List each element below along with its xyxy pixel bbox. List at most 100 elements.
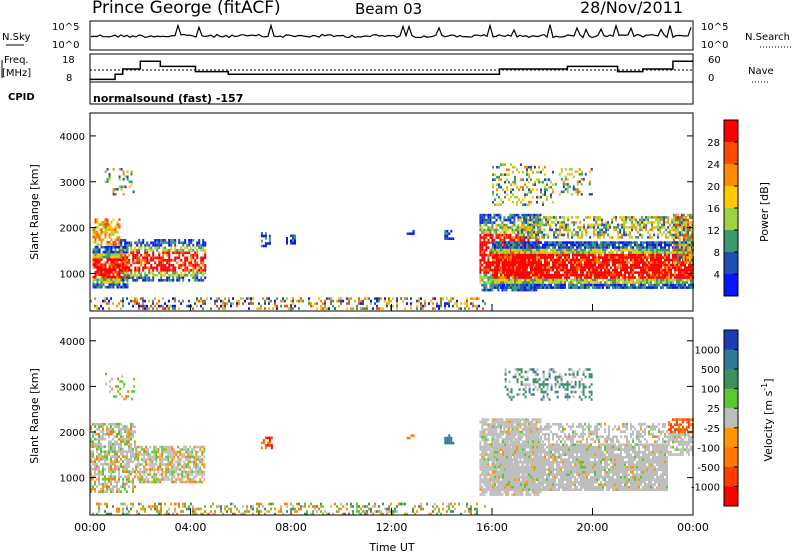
power-cell-1422 <box>489 233 492 237</box>
power-cell-3139 <box>624 278 626 282</box>
power-cell-2439 <box>542 283 544 287</box>
velocity-cell-10 <box>90 460 92 463</box>
power-cell-2715 <box>576 243 578 247</box>
power-cell-1229 <box>420 304 422 308</box>
power-cell-783 <box>196 256 199 260</box>
power-cell-2809 <box>586 261 588 264</box>
power-cell-4264 <box>522 178 524 181</box>
velocity-cell-5 <box>90 445 92 448</box>
power-cell-3909 <box>585 216 588 219</box>
velocity-cell-134 <box>102 490 104 493</box>
power-cell-781 <box>196 251 199 255</box>
power-cell-4281 <box>526 203 528 206</box>
power-cell-147 <box>112 250 115 254</box>
power-cell-830 <box>204 264 207 267</box>
power-cell-4326 <box>544 185 546 189</box>
power-cell-3307 <box>644 281 646 284</box>
power-cell-172 <box>114 270 117 274</box>
power-cell-155 <box>112 270 115 274</box>
power-cell-762 <box>192 266 195 270</box>
velocity-cell-173 <box>108 445 110 448</box>
power-cell-3293 <box>642 286 644 289</box>
power-cell-2076 <box>500 286 502 289</box>
power-cell-2554 <box>556 271 558 274</box>
power-cell-428 <box>132 259 135 262</box>
power-cell-3132 <box>624 261 626 264</box>
power-cell-2197 <box>514 286 516 289</box>
power-cell-4494 <box>682 253 685 257</box>
power-cell-2339 <box>532 251 534 254</box>
power-cell-3472 <box>664 248 666 252</box>
power-cell-1487 <box>495 226 498 229</box>
power-cell-2397 <box>538 263 540 267</box>
power-cell-2628 <box>564 276 566 279</box>
power-cell-4236 <box>510 188 512 191</box>
power-cell-2190 <box>514 268 516 272</box>
power-cell-2700 <box>574 251 576 254</box>
cpid-panel: CPID normalsound (fast) -157 <box>8 81 694 105</box>
power-cell-1129 <box>322 302 324 305</box>
power-cell-2674 <box>570 273 572 277</box>
power-cell-3826 <box>549 223 552 227</box>
power-cell-1066 <box>248 307 250 310</box>
power-cell-981 <box>154 304 156 308</box>
power-cell-2759 <box>580 266 582 269</box>
power-cell-2693 <box>572 278 574 282</box>
power-cell-4027 <box>631 228 634 232</box>
power-cell-2298 <box>526 278 528 282</box>
power-cell-3430 <box>658 271 660 274</box>
velocity-cell-54 <box>94 482 96 486</box>
power-cell-1135 <box>326 297 328 300</box>
power-cell-2713 <box>574 286 576 289</box>
power-cell-2573 <box>558 271 560 274</box>
power-cell-2232 <box>520 246 522 249</box>
power-cell-1329 <box>481 246 484 249</box>
power-cell-908 <box>412 232 415 235</box>
power-cell-1996 <box>492 248 494 252</box>
power-cell-2082 <box>502 256 504 259</box>
velocity-cell-128 <box>102 470 104 473</box>
velocity-cell-211 <box>112 427 114 431</box>
power-cell-836 <box>104 180 107 184</box>
power-cell-593 <box>162 249 165 252</box>
power-cell-4525 <box>688 213 691 217</box>
power-cell-1322 <box>481 221 484 224</box>
power-cell-1725 <box>515 278 518 282</box>
power-cell-684 <box>178 241 181 245</box>
velocity-cell-153 <box>106 427 108 431</box>
power-cell-513 <box>146 279 149 282</box>
power-cell-70 <box>100 283 103 286</box>
power-cell-936 <box>108 302 110 305</box>
power-cell-343 <box>114 228 117 231</box>
power-cell-3270 <box>640 276 642 279</box>
power-cell-268 <box>92 233 95 236</box>
power-cell-2937 <box>600 273 602 277</box>
power-cell-825 <box>204 244 207 247</box>
power-cell-3974 <box>611 221 614 224</box>
power-cell-1182 <box>372 307 374 310</box>
power-cell-71 <box>100 285 103 289</box>
power-cell-944 <box>122 297 124 300</box>
power-cell-3602 <box>678 278 680 282</box>
power-cell-3025 <box>612 251 614 254</box>
power-cell-3894 <box>577 231 580 234</box>
power-cell-3860 <box>563 216 566 219</box>
power-cell-2414 <box>540 261 542 264</box>
power-cell-3052 <box>614 276 616 279</box>
power-cell-96 <box>104 275 107 279</box>
power-cell-866 <box>126 178 129 181</box>
power-cell-4117 <box>667 216 670 219</box>
power-cell-562 <box>156 266 159 270</box>
power-cell-1486 <box>495 223 498 227</box>
power-cell-2944 <box>602 246 604 249</box>
station-title: Prince George (fitACF) <box>92 0 281 18</box>
power-cell-3341 <box>648 278 650 282</box>
power-cell-636 <box>168 264 171 267</box>
power-cell-109 <box>106 273 109 276</box>
power-cell-1409 <box>487 268 490 272</box>
power-cell-4185 <box>492 173 494 176</box>
power-cell-3742 <box>521 231 524 234</box>
power-cell-3654 <box>684 271 686 274</box>
power-cell-770 <box>194 259 197 262</box>
power-cell-794 <box>198 246 201 250</box>
